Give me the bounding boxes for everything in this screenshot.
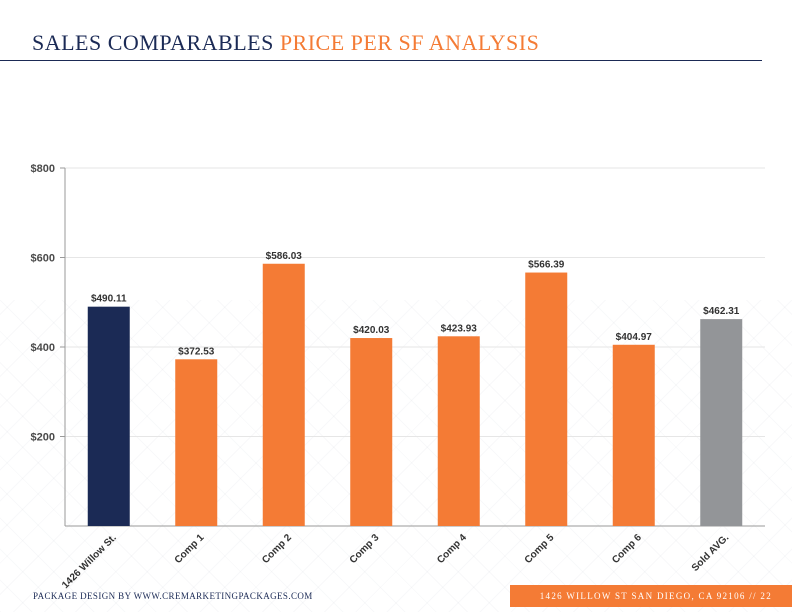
x-tick-label: Comp 1: [173, 532, 207, 566]
data-label: $372.53: [178, 346, 215, 357]
bar: [525, 272, 568, 526]
x-tick-label: Comp 3: [348, 532, 382, 566]
title-main: SALES COMPARABLES: [32, 30, 274, 55]
title-accent: PRICE PER SF ANALYSIS: [279, 30, 540, 55]
bar: [87, 306, 130, 526]
data-label: $404.97: [616, 332, 653, 343]
footer-address-bar: 1426 WILLOW ST SAN DIEGO, CA 92106 // 22: [510, 585, 792, 607]
data-label: $586.03: [266, 251, 303, 262]
x-tick-label: Comp 5: [523, 532, 557, 566]
x-tick-label: Comp 6: [610, 532, 644, 566]
bar: [350, 338, 393, 526]
bar: [262, 263, 305, 526]
x-tick-label: Sold AVG.: [690, 532, 732, 574]
bar: [175, 359, 218, 526]
data-label: $490.11: [91, 294, 127, 305]
bar: [700, 319, 743, 526]
data-label: $420.03: [353, 325, 390, 336]
data-label: $462.31: [703, 306, 740, 317]
background-pattern: [0, 300, 792, 612]
data-label: $566.39: [528, 260, 565, 271]
y-tick-label: $400: [31, 342, 55, 354]
footer-credit: PACKAGE DESIGN BY WWW.CREMARKETINGPACKAG…: [33, 591, 313, 601]
x-tick-label: Comp 4: [435, 532, 469, 566]
data-label: $423.93: [441, 323, 478, 334]
y-tick-label: $800: [31, 163, 55, 175]
x-tick-label: Comp 2: [260, 532, 294, 566]
bar: [612, 344, 655, 526]
x-tick-label: 1426 Willow St.: [60, 532, 119, 591]
y-tick-label: $600: [31, 253, 55, 265]
bar: [437, 336, 480, 526]
title-divider: [0, 60, 762, 61]
y-tick-label: $200: [31, 432, 55, 444]
page-title: SALES COMPARABLES PRICE PER SF ANALYSIS: [32, 30, 539, 56]
